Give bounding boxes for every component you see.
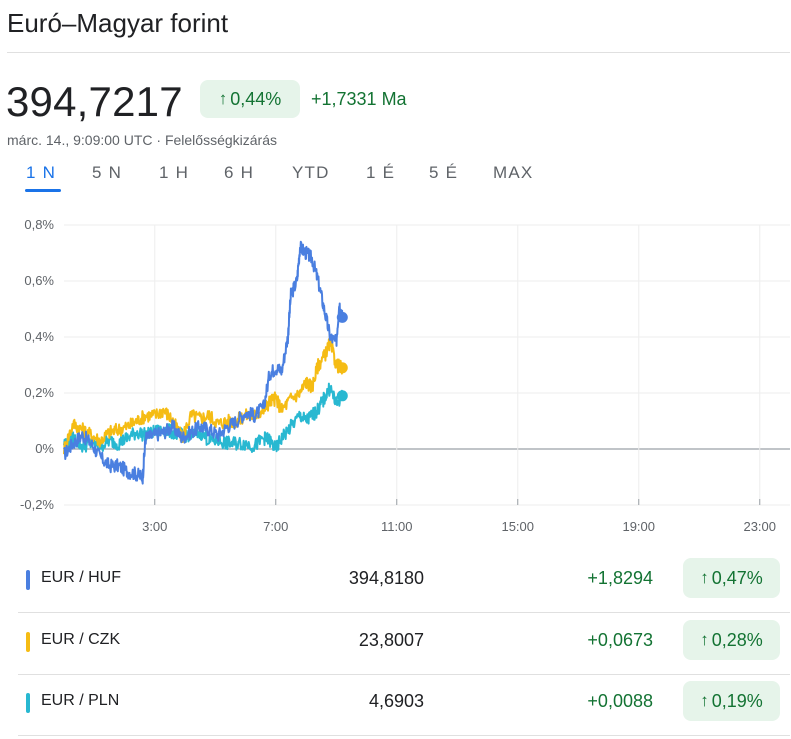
pair-percent-badge: ↑ 0,47% <box>683 558 780 598</box>
pair-name: EUR / PLN <box>41 692 120 709</box>
table-row-eur-huf[interactable]: EUR / HUF 394,8180 +1,8294 ↑ 0,47% <box>18 556 790 616</box>
pair-percent: 0,28% <box>711 629 763 650</box>
y-tick-label: -0,2% <box>20 497 54 512</box>
pair-value: 394,8180 <box>348 568 424 588</box>
tab-1-day[interactable]: 1 N <box>26 163 57 182</box>
series-line-eur-czk <box>63 336 344 455</box>
timestamp-disclaimer: márc. 14., 9:09:00 UTC · Felelősségkizár… <box>7 132 277 148</box>
y-tick-label: 0,2% <box>24 385 54 400</box>
series-color-swatch <box>26 693 30 713</box>
current-price: 394,7217 <box>6 78 183 125</box>
pair-delta: +1,8294 <box>587 568 653 588</box>
x-tick-label: 7:00 <box>263 519 288 534</box>
arrow-up-icon: ↑ <box>700 568 709 587</box>
tab-1-year[interactable]: 1 É <box>366 163 396 182</box>
series-endpoint-eur-huf <box>336 311 348 323</box>
series-endpoint-eur-pln <box>336 390 348 402</box>
x-tick-label: 15:00 <box>501 519 534 534</box>
page-title: Euró–Magyar forint <box>7 8 229 38</box>
x-tick-label: 11:00 <box>381 519 413 534</box>
pair-value: 4,6903 <box>368 691 424 711</box>
price-chart[interactable]: 0,8% 0,6% 0,4% 0,2% 0% -0,2% 3:00 7:00 11:00 15:0… <box>0 205 791 545</box>
row-divider <box>18 612 790 613</box>
x-tick-label: 3:00 <box>142 519 167 534</box>
pair-name: EUR / CZK <box>41 631 121 648</box>
x-tick-label: 23:00 <box>743 519 776 534</box>
x-tick-label: 19:00 <box>622 519 655 534</box>
series-line-eur-huf <box>63 240 344 485</box>
time-range-tabs: 1 N 5 N 1 H 6 H YTD 1 É 5 É MAX <box>7 163 607 192</box>
y-tick-label: 0,4% <box>24 329 54 344</box>
series-line-eur-pln <box>63 382 344 453</box>
y-tick-label: 0% <box>35 441 54 456</box>
pair-delta: +0,0088 <box>587 691 653 711</box>
y-tick-label: 0,6% <box>24 273 54 288</box>
series-color-swatch <box>26 632 30 652</box>
pair-name: EUR / HUF <box>41 569 121 586</box>
pair-value: 23,8007 <box>358 630 424 650</box>
arrow-up-icon: ↑ <box>700 691 709 710</box>
arrow-up-icon: ↑ <box>700 630 709 649</box>
tab-6-month[interactable]: 6 H <box>224 163 255 182</box>
change-percent-value: 0,44% <box>230 88 282 109</box>
tab-1-month[interactable]: 1 H <box>159 163 190 182</box>
change-percent-badge: ↑ 0,44% <box>200 80 300 118</box>
pair-percent: 0,19% <box>711 690 763 711</box>
tab-ytd[interactable]: YTD <box>292 163 330 182</box>
table-row-eur-pln[interactable]: EUR / PLN 4,6903 +0,0088 ↑ 0,19% <box>18 679 790 739</box>
title-divider <box>7 52 790 53</box>
change-absolute: +1,7331 Ma <box>311 89 407 109</box>
table-row-eur-czk[interactable]: EUR / CZK 23,8007 +0,0673 ↑ 0,28% <box>18 618 790 678</box>
tab-max[interactable]: MAX <box>493 163 534 182</box>
row-divider <box>18 674 790 675</box>
active-tab-indicator <box>25 189 61 192</box>
series-endpoint-eur-czk <box>336 362 348 374</box>
tab-5-day[interactable]: 5 N <box>92 163 123 182</box>
tab-5-year[interactable]: 5 É <box>429 163 459 182</box>
pair-percent: 0,47% <box>711 567 763 588</box>
row-divider <box>18 735 790 736</box>
y-tick-label: 0,8% <box>24 217 54 232</box>
pair-percent-badge: ↑ 0,28% <box>683 620 780 660</box>
pair-percent-badge: ↑ 0,19% <box>683 681 780 721</box>
arrow-up-icon: ↑ <box>218 89 228 108</box>
pair-delta: +0,0673 <box>587 630 653 650</box>
series-color-swatch <box>26 570 30 590</box>
